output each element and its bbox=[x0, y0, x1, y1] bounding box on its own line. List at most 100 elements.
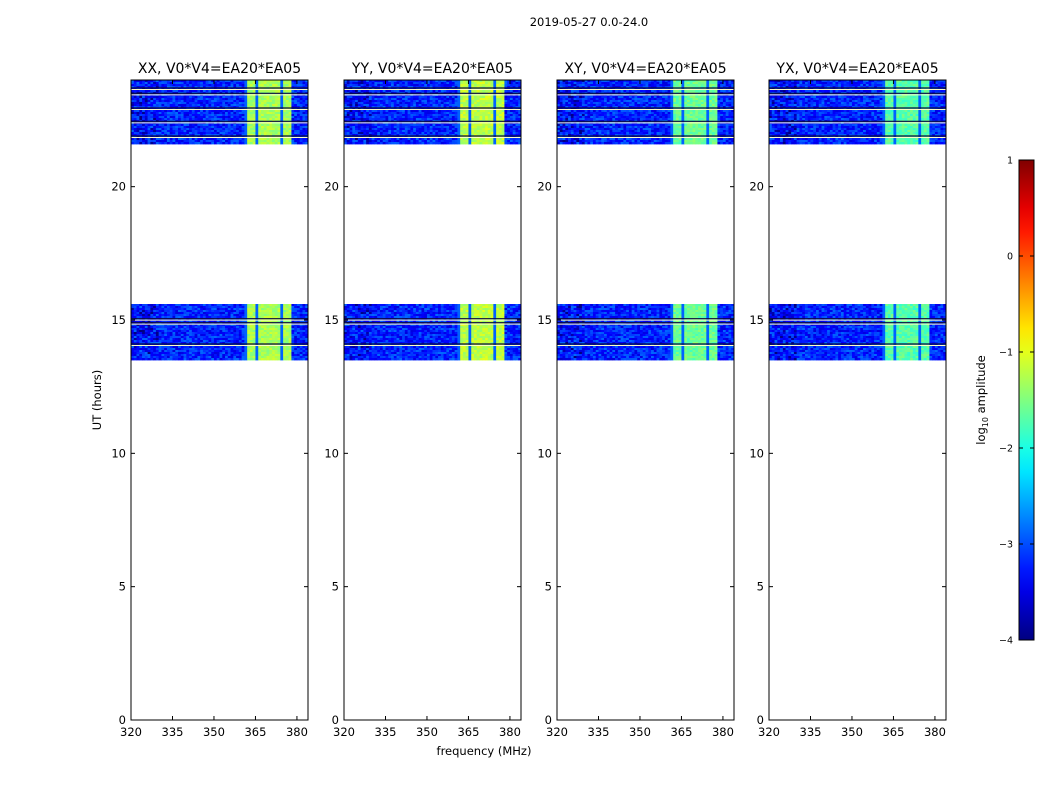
spectrum-cell bbox=[181, 358, 184, 360]
spectrum-cell bbox=[150, 358, 153, 360]
spectrum-cell bbox=[264, 358, 267, 360]
spectrum-cell bbox=[300, 358, 303, 360]
panel-2: YY, V0*V4=EA20*EA05320 335 350 365 380051015… bbox=[324, 61, 521, 739]
spectrum-cell bbox=[170, 358, 173, 360]
spectrum-cell bbox=[156, 358, 159, 360]
spectrum-cell bbox=[297, 358, 300, 360]
spectrum-cell bbox=[145, 142, 148, 144]
x-tick-label: 380 bbox=[286, 725, 308, 739]
spectrum-cell bbox=[244, 142, 247, 144]
spectrum-cell bbox=[267, 358, 270, 360]
spectrum-cell bbox=[134, 142, 137, 144]
spectrum-cell bbox=[253, 358, 256, 360]
spectrum-cell bbox=[231, 142, 234, 144]
spectrum-cell bbox=[236, 142, 239, 144]
spectrum-cell bbox=[291, 358, 294, 360]
spectrum-cell bbox=[261, 358, 264, 360]
spectrum-cell bbox=[164, 142, 167, 144]
data-block bbox=[131, 80, 308, 144]
spectrum-cell bbox=[145, 358, 148, 360]
spectrum-cell bbox=[220, 358, 223, 360]
spectrum-cell bbox=[289, 142, 292, 144]
spectrum-cell bbox=[195, 358, 198, 360]
spectrum-cell bbox=[231, 358, 234, 360]
spectrum-cell bbox=[302, 358, 305, 360]
spectrum-cell bbox=[302, 142, 305, 144]
spectrum-cell bbox=[228, 142, 231, 144]
spectrum-cell bbox=[184, 358, 187, 360]
spectrum-cell bbox=[242, 142, 245, 144]
spectrum-cell bbox=[278, 358, 281, 360]
spectrum-cell bbox=[178, 358, 181, 360]
spectrum-cell bbox=[239, 358, 242, 360]
y-tick-label: 5 bbox=[119, 580, 126, 594]
spectrum-cell bbox=[267, 142, 270, 144]
spectrum-cell bbox=[200, 142, 203, 144]
spectrum-cell bbox=[217, 358, 220, 360]
spectrum-cell bbox=[181, 142, 184, 144]
spectrum-cell bbox=[192, 142, 195, 144]
spectrum-cell bbox=[286, 142, 289, 144]
spectrum-cell bbox=[153, 358, 156, 360]
spectrum-cell bbox=[186, 142, 189, 144]
spectrum-cell bbox=[148, 142, 151, 144]
x-tick-label: 335 bbox=[162, 725, 184, 739]
x-tick-label: 320 bbox=[120, 725, 142, 739]
spectrum-cell bbox=[172, 142, 175, 144]
spectrum-cell bbox=[222, 358, 225, 360]
spectrum-cell bbox=[300, 142, 303, 144]
spectrum-cell bbox=[197, 358, 200, 360]
spectrum-cell bbox=[261, 142, 264, 144]
spectrum-cell bbox=[200, 358, 203, 360]
spectrum-cell bbox=[192, 358, 195, 360]
spectrum-cell bbox=[211, 142, 214, 144]
spectrum-cell bbox=[161, 358, 164, 360]
spectrum-cell bbox=[242, 358, 245, 360]
panel-title: XX, V0*V4=EA20*EA05 bbox=[138, 61, 301, 77]
spectrum-cell bbox=[297, 142, 300, 144]
spectrum-cell bbox=[164, 358, 167, 360]
spectrum-cell bbox=[286, 358, 289, 360]
spectrum-cell bbox=[258, 358, 261, 360]
spectrum-cell bbox=[159, 142, 162, 144]
spectrum-cell bbox=[283, 358, 286, 360]
spectrum-cell bbox=[189, 358, 192, 360]
spectrum-cell bbox=[153, 142, 156, 144]
spectrum-cell bbox=[222, 142, 225, 144]
spectrum-cell bbox=[184, 142, 187, 144]
spectrum-cell bbox=[203, 142, 206, 144]
spectrum-cell bbox=[294, 358, 297, 360]
spectrum-cell bbox=[156, 142, 159, 144]
spectrum-cell bbox=[225, 142, 228, 144]
spectrum-cell bbox=[233, 358, 236, 360]
data-block bbox=[344, 304, 521, 360]
spectrum-cell bbox=[291, 142, 294, 144]
spectrum-cell bbox=[214, 142, 217, 144]
spectrum-cell bbox=[175, 358, 178, 360]
spectrum-cell bbox=[206, 142, 209, 144]
spectrum-cell bbox=[142, 142, 145, 144]
spectrum-cell bbox=[253, 142, 256, 144]
spectrum-cell bbox=[275, 142, 278, 144]
spectrum-cell bbox=[228, 358, 231, 360]
spectrum-cell bbox=[280, 358, 283, 360]
spectrum-cell bbox=[142, 358, 145, 360]
spectrum-cell bbox=[278, 142, 281, 144]
spectrum-cell bbox=[250, 358, 253, 360]
spectrum-cell bbox=[139, 358, 142, 360]
spectrum-cell bbox=[289, 358, 292, 360]
spectrum-cell bbox=[139, 142, 142, 144]
spectrum-cell bbox=[211, 358, 214, 360]
x-tick-label: 365 bbox=[244, 725, 266, 739]
spectrum-cell bbox=[255, 142, 258, 144]
spectrum-cell bbox=[167, 142, 170, 144]
spectrum-cell bbox=[134, 358, 137, 360]
spectrum-cell bbox=[269, 142, 272, 144]
spectrum-cell bbox=[225, 358, 228, 360]
spectrum-cell bbox=[255, 358, 258, 360]
y-tick-label: 10 bbox=[111, 446, 126, 460]
spectrum-cell bbox=[197, 142, 200, 144]
spectrum-cell bbox=[258, 142, 261, 144]
